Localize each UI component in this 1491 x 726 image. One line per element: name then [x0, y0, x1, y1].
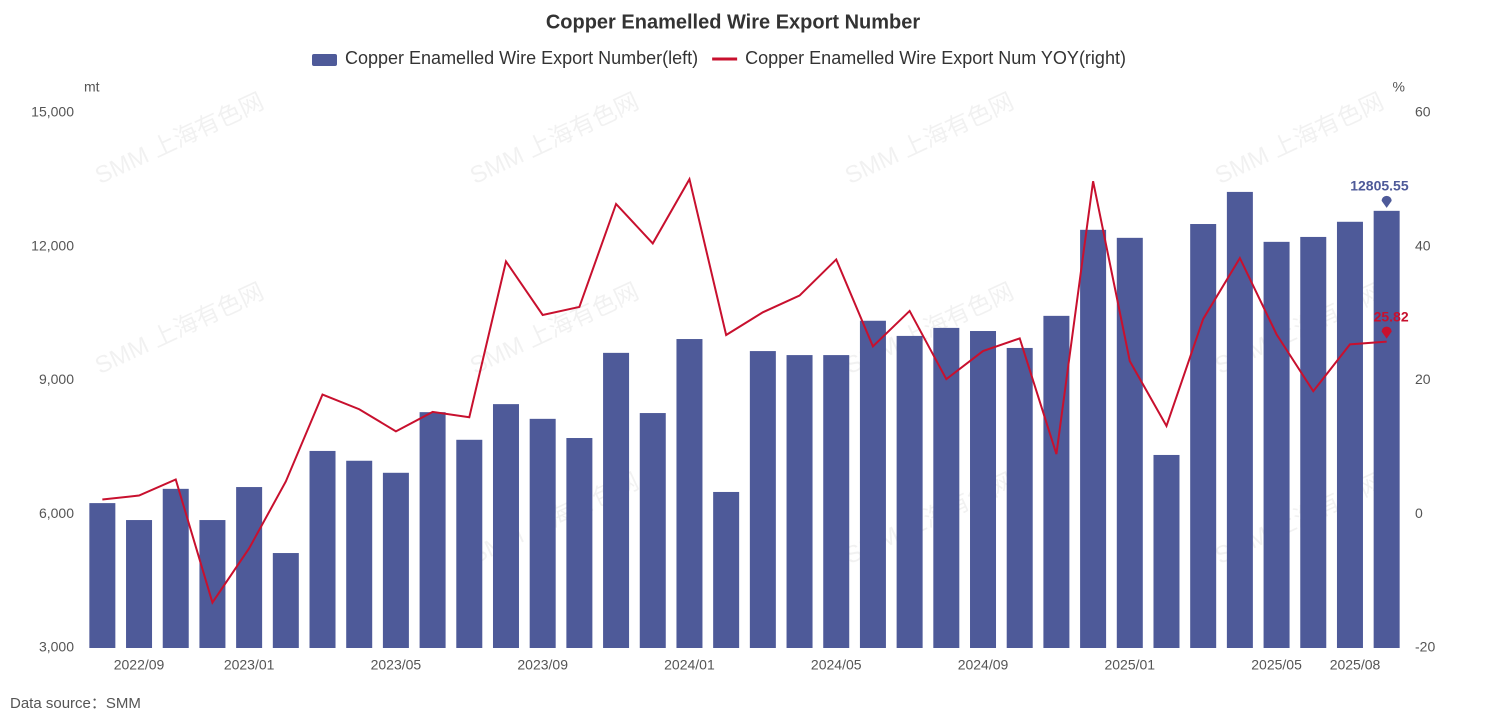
bar [859, 320, 886, 648]
bar [529, 418, 556, 648]
watermark: SMM 上海有色网 [91, 278, 268, 380]
y2-tick-label: 60 [1415, 104, 1431, 120]
y-tick-label: 12,000 [31, 237, 74, 253]
bar [419, 412, 446, 648]
watermark: SMM 上海有色网 [91, 88, 268, 190]
bar [1300, 236, 1327, 649]
y-tick-label: 3,000 [39, 639, 74, 655]
y2-tick-label: -20 [1415, 639, 1435, 655]
bar [309, 450, 336, 648]
source: Data source：SMM [10, 695, 141, 712]
data-label: 12805.55 [1350, 178, 1409, 194]
bar [1043, 315, 1070, 648]
bar [382, 472, 409, 648]
x-tick-label: 2023/01 [224, 657, 275, 673]
x-tick-label: 2025/08 [1330, 657, 1381, 673]
bar [236, 487, 263, 648]
bar [126, 520, 153, 648]
line [102, 176, 1387, 605]
x-tick-label: 2024/05 [811, 657, 862, 673]
bar [896, 335, 923, 648]
bar [162, 488, 189, 648]
bar [1190, 224, 1217, 648]
x-tick-label: 2022/09 [114, 657, 165, 673]
y2-tick-label: 40 [1415, 237, 1431, 253]
x-tick-label: 2024/01 [664, 657, 715, 673]
bar [1373, 210, 1400, 649]
bar [566, 438, 593, 648]
y-tick-label: 6,000 [39, 505, 74, 521]
bar [1226, 191, 1253, 648]
watermark: SMM 上海有色网 [1211, 88, 1388, 190]
x-tick-label: 2025/05 [1251, 657, 1302, 673]
bar [749, 351, 776, 648]
bar [1153, 454, 1180, 648]
legend-label: Copper Enamelled Wire Export Number(left… [345, 48, 698, 68]
bar [456, 439, 483, 648]
y2-tick-label: 0 [1415, 505, 1423, 521]
x-tick-label: 2024/09 [958, 657, 1009, 673]
y-tick-label: 15,000 [31, 104, 74, 120]
bar [933, 327, 960, 648]
x-tick-label: 2025/01 [1104, 657, 1155, 673]
bar [1336, 221, 1363, 649]
x-tick-label: 2023/09 [517, 657, 568, 673]
bar [1263, 241, 1290, 649]
bar [1006, 347, 1033, 648]
bar [346, 460, 373, 648]
watermark: SMM 上海有色网 [466, 88, 643, 190]
bar [786, 355, 813, 648]
data-label: 25.82 [1374, 308, 1409, 324]
y-axis-label: mt [84, 79, 100, 95]
x-tick-label: 2023/05 [371, 657, 422, 673]
legend: Copper Enamelled Wire Export Number(left… [312, 48, 1126, 68]
legend-label: Copper Enamelled Wire Export Num YOY(rig… [745, 48, 1126, 68]
y2-axis-label: % [1393, 79, 1405, 95]
legend-swatch [312, 54, 337, 66]
bar [823, 355, 850, 648]
bar [272, 553, 299, 648]
point-marker [1381, 326, 1392, 339]
bar [639, 413, 666, 648]
y-tick-label: 9,000 [39, 371, 74, 387]
bar [970, 331, 997, 648]
bar [199, 520, 226, 648]
chart-title: Copper Enamelled Wire Export Number [546, 11, 921, 33]
watermark: SMM 上海有色网 [841, 88, 1018, 190]
bar [713, 491, 740, 648]
bar [89, 503, 116, 648]
y2-tick-label: 20 [1415, 371, 1431, 387]
point-marker [1381, 195, 1392, 208]
bar [676, 339, 703, 648]
bar [1116, 237, 1143, 649]
bar [603, 352, 630, 648]
bar [1080, 229, 1107, 648]
bar [492, 404, 519, 648]
